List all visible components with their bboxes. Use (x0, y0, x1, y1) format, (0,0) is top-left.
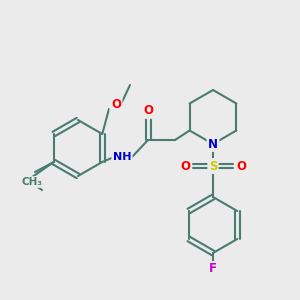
Text: O: O (111, 98, 121, 112)
Text: O: O (236, 160, 246, 172)
Text: O: O (180, 160, 190, 172)
Text: N: N (208, 137, 218, 151)
Text: NH: NH (113, 152, 131, 162)
Text: F: F (209, 262, 217, 275)
Text: CH₃: CH₃ (22, 177, 43, 187)
Text: O: O (143, 104, 153, 118)
Text: S: S (209, 160, 217, 172)
